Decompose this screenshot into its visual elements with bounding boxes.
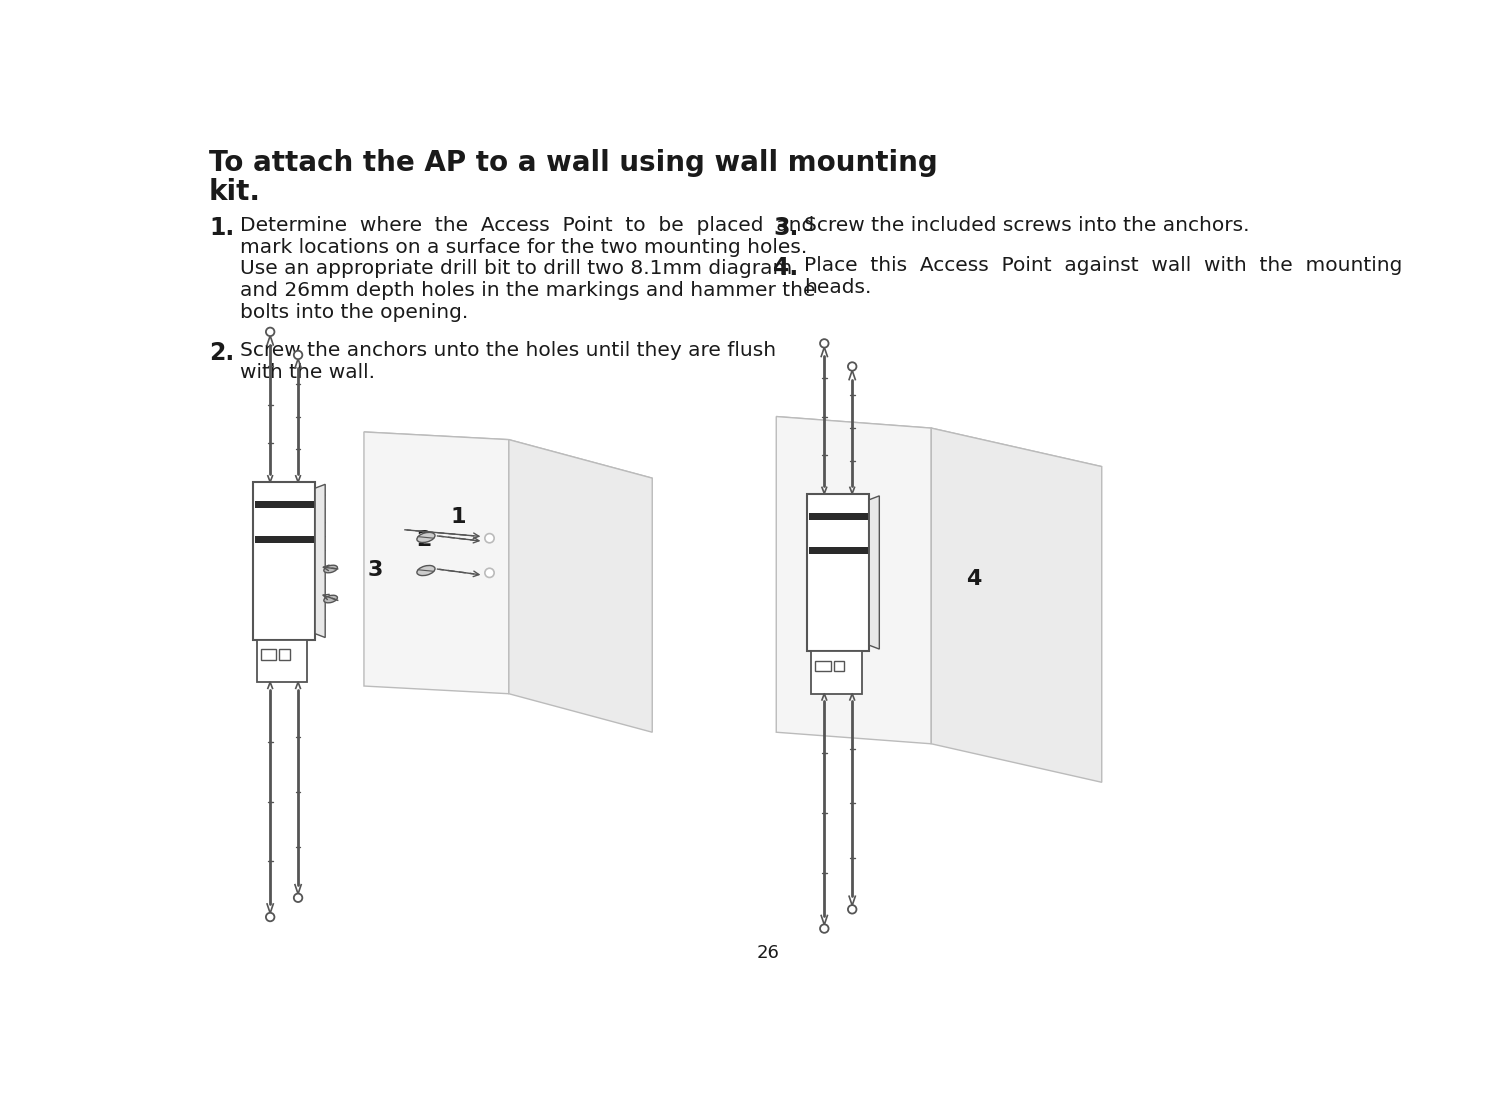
Polygon shape: [315, 484, 325, 637]
Bar: [815, 660, 830, 671]
Circle shape: [485, 568, 494, 577]
Bar: [255, 536, 313, 543]
Circle shape: [819, 339, 828, 348]
Text: bolts into the opening.: bolts into the opening.: [240, 303, 469, 321]
Text: kit.: kit.: [208, 178, 261, 206]
Bar: [833, 660, 843, 671]
Circle shape: [848, 362, 857, 371]
Text: heads.: heads.: [804, 278, 872, 297]
Bar: [807, 494, 869, 652]
Bar: [258, 640, 307, 682]
Text: 1.: 1.: [208, 216, 234, 240]
Text: Use an appropriate drill bit to drill two 8.1mm diagram: Use an appropriate drill bit to drill tw…: [240, 260, 792, 279]
Text: 1: 1: [451, 508, 466, 528]
Text: 3: 3: [369, 559, 383, 579]
Bar: [261, 649, 276, 660]
Polygon shape: [364, 432, 509, 693]
Polygon shape: [869, 496, 879, 649]
Circle shape: [819, 925, 828, 932]
Ellipse shape: [324, 596, 337, 603]
Ellipse shape: [416, 532, 434, 543]
Text: Determine  where  the  Access  Point  to  be  placed  and: Determine where the Access Point to be p…: [240, 216, 815, 236]
Circle shape: [294, 351, 303, 359]
Text: 2: 2: [416, 531, 431, 551]
Text: 2.: 2.: [208, 341, 234, 365]
Ellipse shape: [416, 565, 434, 576]
Circle shape: [848, 905, 857, 914]
Bar: [255, 501, 313, 508]
Bar: [253, 482, 315, 640]
Polygon shape: [509, 440, 652, 732]
Text: 4: 4: [966, 569, 981, 589]
Text: with the wall.: with the wall.: [240, 363, 374, 382]
Text: 3.: 3.: [773, 216, 798, 240]
Circle shape: [267, 913, 274, 921]
Circle shape: [485, 533, 494, 543]
Ellipse shape: [324, 565, 337, 573]
Text: Screw the included screws into the anchors.: Screw the included screws into the ancho…: [804, 216, 1249, 236]
Bar: [809, 512, 867, 520]
Polygon shape: [776, 417, 1101, 466]
Polygon shape: [776, 417, 932, 744]
Text: and 26mm depth holes in the markings and hammer the: and 26mm depth holes in the markings and…: [240, 281, 815, 299]
Polygon shape: [364, 432, 652, 478]
Bar: [809, 547, 867, 554]
Bar: [810, 652, 861, 693]
Circle shape: [267, 328, 274, 336]
Text: To attach the AP to a wall using wall mounting: To attach the AP to a wall using wall mo…: [208, 148, 938, 177]
Text: Place  this  Access  Point  against  wall  with  the  mounting: Place this Access Point against wall wit…: [804, 257, 1402, 275]
Bar: [280, 649, 289, 660]
Circle shape: [294, 894, 303, 902]
Text: Screw the anchors unto the holes until they are flush: Screw the anchors unto the holes until t…: [240, 341, 776, 360]
Text: mark locations on a surface for the two mounting holes.: mark locations on a surface for the two …: [240, 238, 807, 257]
Text: 26: 26: [756, 945, 779, 962]
Polygon shape: [932, 428, 1101, 782]
Text: 4.: 4.: [773, 257, 798, 281]
